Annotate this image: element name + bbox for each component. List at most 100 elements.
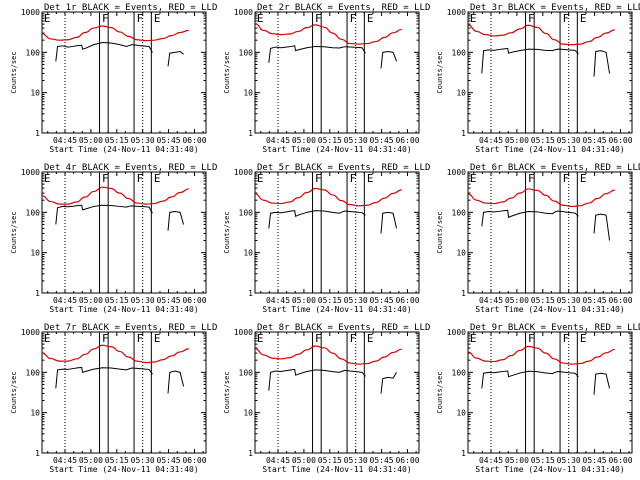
y-tick-label: 1000 xyxy=(21,328,40,337)
attenuator-flag: E xyxy=(44,332,51,345)
x-tick-label: 05:30 xyxy=(557,136,581,145)
attenuator-flag: E xyxy=(470,332,477,345)
y-axis-label: Counts/sec xyxy=(223,51,231,93)
plot-frame xyxy=(41,171,207,294)
attenuator-flag: F xyxy=(350,332,357,345)
x-tick-label: 06:00 xyxy=(395,296,419,305)
x-tick-label: 04:45 xyxy=(479,136,503,145)
x-tick-label: 06:00 xyxy=(608,296,632,305)
panel-title: Det 9r BLACK = Events, RED = LLD xyxy=(470,323,640,333)
events-series-line xyxy=(380,372,397,394)
detector-panel-9: Det 9r BLACK = Events, RED = LLD 1 10 100 10… xyxy=(436,323,640,474)
y-tick-label: 1000 xyxy=(447,328,466,337)
x-tick-label: 05:45 xyxy=(583,296,607,305)
x-tick-label: 05:00 xyxy=(79,456,103,465)
panel-title: Det 4r BLACK = Events, RED = LLD xyxy=(44,163,217,173)
x-axis-label: Start Time (24-Nov-11 04:31:40) xyxy=(49,145,198,154)
events-series-line xyxy=(481,209,579,227)
x-tick-label: 05:15 xyxy=(318,456,342,465)
attenuator-flag: E xyxy=(257,332,264,345)
y-tick-label: 10 xyxy=(30,409,40,418)
y-tick-label: 100 xyxy=(239,48,254,57)
x-tick-label: 05:15 xyxy=(105,136,129,145)
plot-frame xyxy=(467,331,633,454)
x-tick-label: 06:00 xyxy=(608,456,632,465)
y-tick-label: 10 xyxy=(456,409,466,418)
y-tick-label: 100 xyxy=(452,208,467,217)
y-tick-label: 1000 xyxy=(21,168,40,177)
attenuator-flag: E xyxy=(257,12,264,25)
panel-title: Det 3r BLACK = Events, RED = LLD xyxy=(470,3,640,13)
x-tick-label: 04:45 xyxy=(53,456,77,465)
panel-title: Det 6r BLACK = Events, RED = LLD xyxy=(470,163,640,173)
events-series-line xyxy=(55,42,153,62)
x-tick-label: 05:15 xyxy=(531,296,555,305)
y-tick-label: 100 xyxy=(239,368,254,377)
x-tick-label: 05:00 xyxy=(79,296,103,305)
y-axis-label: Counts/sec xyxy=(223,371,231,413)
plot-frame xyxy=(41,11,207,134)
events-series-line xyxy=(167,50,184,67)
y-tick-label: 1000 xyxy=(447,168,466,177)
attenuator-flag: F xyxy=(528,172,535,185)
plot-frame xyxy=(467,171,633,294)
panel-title: Det 2r BLACK = Events, RED = LLD xyxy=(257,3,430,13)
y-axis-label: Counts/sec xyxy=(223,211,231,253)
attenuator-flag: F xyxy=(137,12,144,25)
y-axis-label: Counts/sec xyxy=(10,51,18,93)
y-tick-label: 1 xyxy=(461,129,466,138)
x-axis-label: Start Time (24-Nov-11 04:31:40) xyxy=(475,145,624,154)
x-tick-label: 05:00 xyxy=(505,136,529,145)
detector-panel-6: Det 6r BLACK = Events, RED = LLD 1 10 100 10… xyxy=(436,163,640,314)
x-tick-label: 05:45 xyxy=(370,456,394,465)
detector-panel-7: Det 7r BLACK = Events, RED = LLD 1 10 100 10… xyxy=(10,323,217,474)
x-tick-label: 04:45 xyxy=(53,136,77,145)
attenuator-flag: E xyxy=(44,12,51,25)
attenuator-flag: F xyxy=(563,12,570,25)
x-tick-label: 05:15 xyxy=(531,136,555,145)
events-series-line xyxy=(55,204,153,225)
attenuator-flag: F xyxy=(528,12,535,25)
events-series-line xyxy=(380,211,398,234)
y-tick-label: 100 xyxy=(452,48,467,57)
plot-frame xyxy=(254,331,420,454)
y-axis-label: Counts/sec xyxy=(436,371,444,413)
attenuator-flag: E xyxy=(367,172,374,185)
lld-series-line xyxy=(42,25,189,42)
x-axis-label: Start Time (24-Nov-11 04:31:40) xyxy=(475,465,624,474)
detector-panel-4: Det 4r BLACK = Events, RED = LLD 1 10 100 10… xyxy=(10,163,217,314)
x-tick-label: 06:00 xyxy=(395,136,419,145)
attenuator-flag: E xyxy=(44,172,51,185)
attenuator-flag: F xyxy=(350,12,357,25)
x-axis-label: Start Time (24-Nov-11 04:31:40) xyxy=(475,305,624,314)
attenuator-flag: F xyxy=(137,172,144,185)
y-tick-label: 1000 xyxy=(447,8,466,17)
x-tick-label: 05:45 xyxy=(157,136,181,145)
events-series-line xyxy=(593,372,611,395)
events-series-line xyxy=(55,366,153,389)
attenuator-flag: F xyxy=(315,12,322,25)
attenuator-flag: E xyxy=(367,12,374,25)
events-series-line xyxy=(268,45,366,63)
x-tick-label: 04:45 xyxy=(479,296,503,305)
plot-frame xyxy=(254,11,420,134)
y-tick-label: 10 xyxy=(243,249,253,258)
events-series-line xyxy=(380,50,398,69)
attenuator-flag: F xyxy=(563,332,570,345)
x-tick-label: 05:15 xyxy=(531,456,555,465)
y-tick-label: 1000 xyxy=(234,328,253,337)
y-tick-label: 1 xyxy=(248,449,253,458)
x-tick-label: 05:45 xyxy=(370,136,394,145)
lld-series-line xyxy=(255,22,402,45)
y-tick-label: 100 xyxy=(452,368,467,377)
attenuator-flag: F xyxy=(102,12,109,25)
x-axis-label: Start Time (24-Nov-11 04:31:40) xyxy=(49,305,198,314)
lld-series-line xyxy=(468,188,615,208)
x-tick-label: 05:30 xyxy=(131,296,155,305)
attenuator-flag: F xyxy=(315,332,322,345)
x-tick-label: 05:45 xyxy=(157,456,181,465)
x-tick-label: 05:00 xyxy=(505,456,529,465)
x-tick-label: 05:30 xyxy=(344,296,368,305)
x-tick-label: 04:45 xyxy=(266,456,290,465)
